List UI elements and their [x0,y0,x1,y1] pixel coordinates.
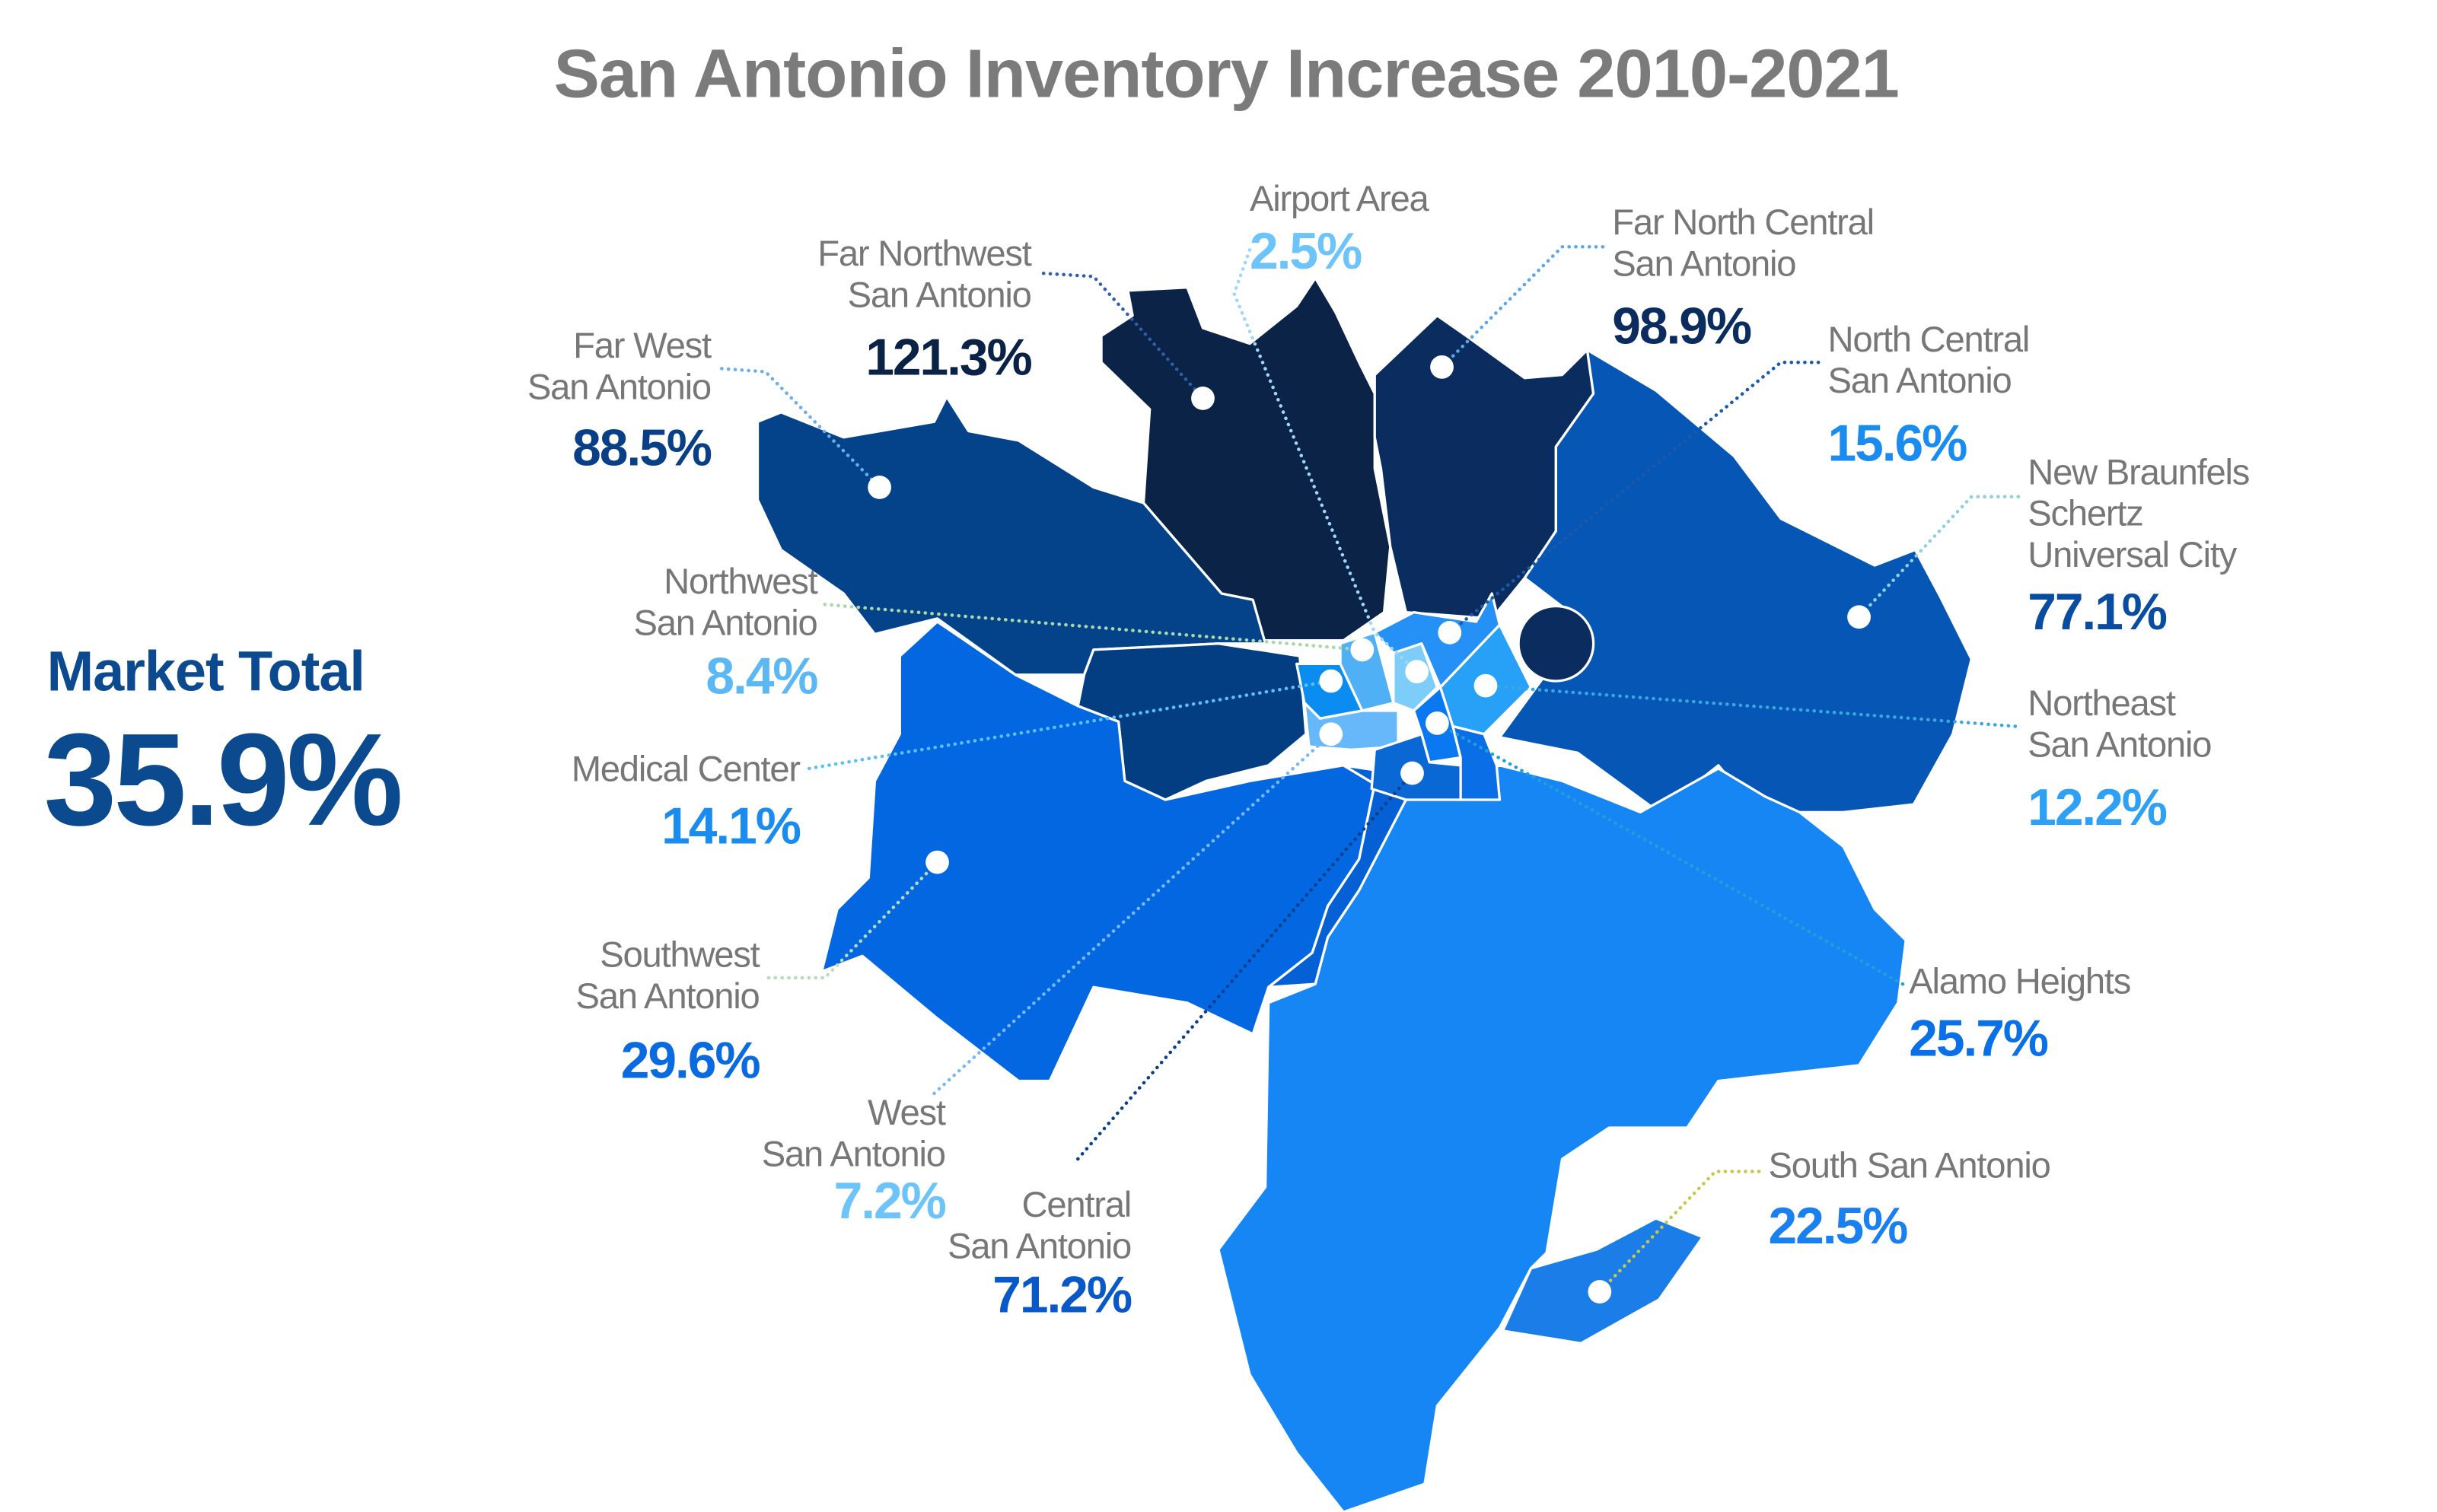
submarket-value: 25.7% [1909,1011,2048,1068]
submarket-value: 22.5% [1769,1198,1908,1255]
region-far-west[interactable] [756,395,1267,676]
submarket-label-alamo-heights: Alamo Heights 25.7% [1909,962,2131,1068]
location-dot-south-san-antonio[interactable] [1588,1280,1612,1304]
submarket-value: 15.6% [1828,415,1967,473]
location-dot-medical-center[interactable] [1319,669,1343,693]
submarket-value: 88.5% [572,420,712,477]
location-dot-west-san-antonio[interactable] [1319,722,1343,746]
leader-lines [720,245,2021,1294]
submarket-name: Far Northwest [817,234,1032,274]
market-total-label: Market Total [47,639,365,702]
submarket-value: 12.2% [2028,779,2167,836]
leader-line-airport-area [1232,248,1419,673]
submarket-name: San Antonio [1612,244,1795,284]
submarket-value: 98.9% [1612,298,1751,355]
submarket-name: Northeast [2028,683,2176,724]
submarket-name: Airport Area [1250,179,1429,219]
location-dot-central-san-antonio[interactable] [1400,761,1424,785]
submarket-name: West [868,1093,946,1133]
submarket-name: Alamo Heights [1909,962,2130,1002]
leader-line-far-west-san-antonio [720,367,881,489]
submarket-name: Universal City [2028,535,2238,575]
location-dot-southwest-san-antonio[interactable] [925,850,949,874]
submarket-name: Medical Center [572,749,801,789]
submarket-value: 29.6% [621,1032,760,1089]
location-dot-northwest-san-antonio[interactable] [1350,638,1375,662]
region-south[interactable] [1217,764,1907,1512]
leader-line-west-san-antonio [932,732,1333,1096]
submarket-value: 77.1% [2028,584,2167,641]
submarket-value: 121.3% [865,329,1031,387]
submarket-name: Northwest [664,562,818,602]
leader-line-northeast-san-antonio [1483,683,2018,728]
core-east-inner[interactable] [1451,724,1502,801]
location-dot-airport-area[interactable] [1405,660,1429,684]
submarket-name: Central [1022,1185,1132,1225]
submarket-value: 71.2% [992,1266,1132,1323]
submarket-value: 14.1% [661,797,801,855]
submarket-label-south-san-antonio: South San Antonio 22.5% [1769,1146,2051,1255]
submarket-value: 8.4% [706,648,817,705]
chart-title: San Antonio Inventory Increase 2010-2021 [554,35,1899,112]
location-dot-far-northwest-san-antonio[interactable] [1191,387,1215,410]
submarket-name: New Braunfels [2028,452,2249,492]
location-dot-new-braunfels-schertz-universal-city[interactable] [1847,605,1871,629]
leader-line-far-north-central-san-antonio [1440,245,1605,369]
leader-line-south-san-antonio [1598,1170,1761,1294]
submarket-name: San Antonio [762,1134,945,1174]
location-dot-north-central-san-antonio[interactable] [1438,620,1462,645]
location-dot-northeast-san-antonio[interactable] [1473,673,1498,698]
leader-line-new-braunfels-schertz-universal-city [1857,495,2021,619]
submarket-label-medical-center: Medical Center 14.1% [572,749,802,855]
leader-line-northwest-san-antonio [823,603,1365,652]
submarket-name: San Antonio [2028,725,2211,766]
market-total-value: 35.9% [43,706,400,853]
submarket-name: South San Antonio [1769,1146,2050,1186]
submarket-name: Far North Central [1612,202,1874,243]
submarket-name: North Central [1828,320,2030,360]
location-dots [868,355,1871,1304]
location-dot-far-north-central-san-antonio[interactable] [1430,355,1454,379]
leader-line-southwest-san-antonio [766,860,939,980]
location-dot-alamo-heights[interactable] [1425,711,1449,735]
submarket-name: San Antonio [1828,361,2012,401]
submarket-name: Southwest [600,935,760,976]
region-northeast-bulge [1517,604,1595,683]
leader-line-alamo-heights [1435,721,1905,986]
submarket-value: 7.2% [834,1173,946,1230]
leader-line-medical-center [807,679,1333,771]
submarket-name: Schertz [2028,494,2142,534]
submarket-map [756,276,1973,1512]
submarket-name: San Antonio [848,275,1031,315]
submarket-name: San Antonio [633,603,817,643]
leader-line-north-central-san-antonio [1448,360,1821,635]
submarket-name: Far West [573,326,712,366]
leader-line-central-san-antonio [1076,771,1414,1161]
region-northwest[interactable] [1076,642,1308,801]
location-dot-far-west-san-antonio[interactable] [868,476,891,499]
submarket-name: San Antonio [576,976,760,1017]
submarket-name: San Antonio [948,1226,1131,1266]
submarket-name: San Antonio [527,367,711,407]
submarket-value: 2.5% [1250,223,1362,280]
